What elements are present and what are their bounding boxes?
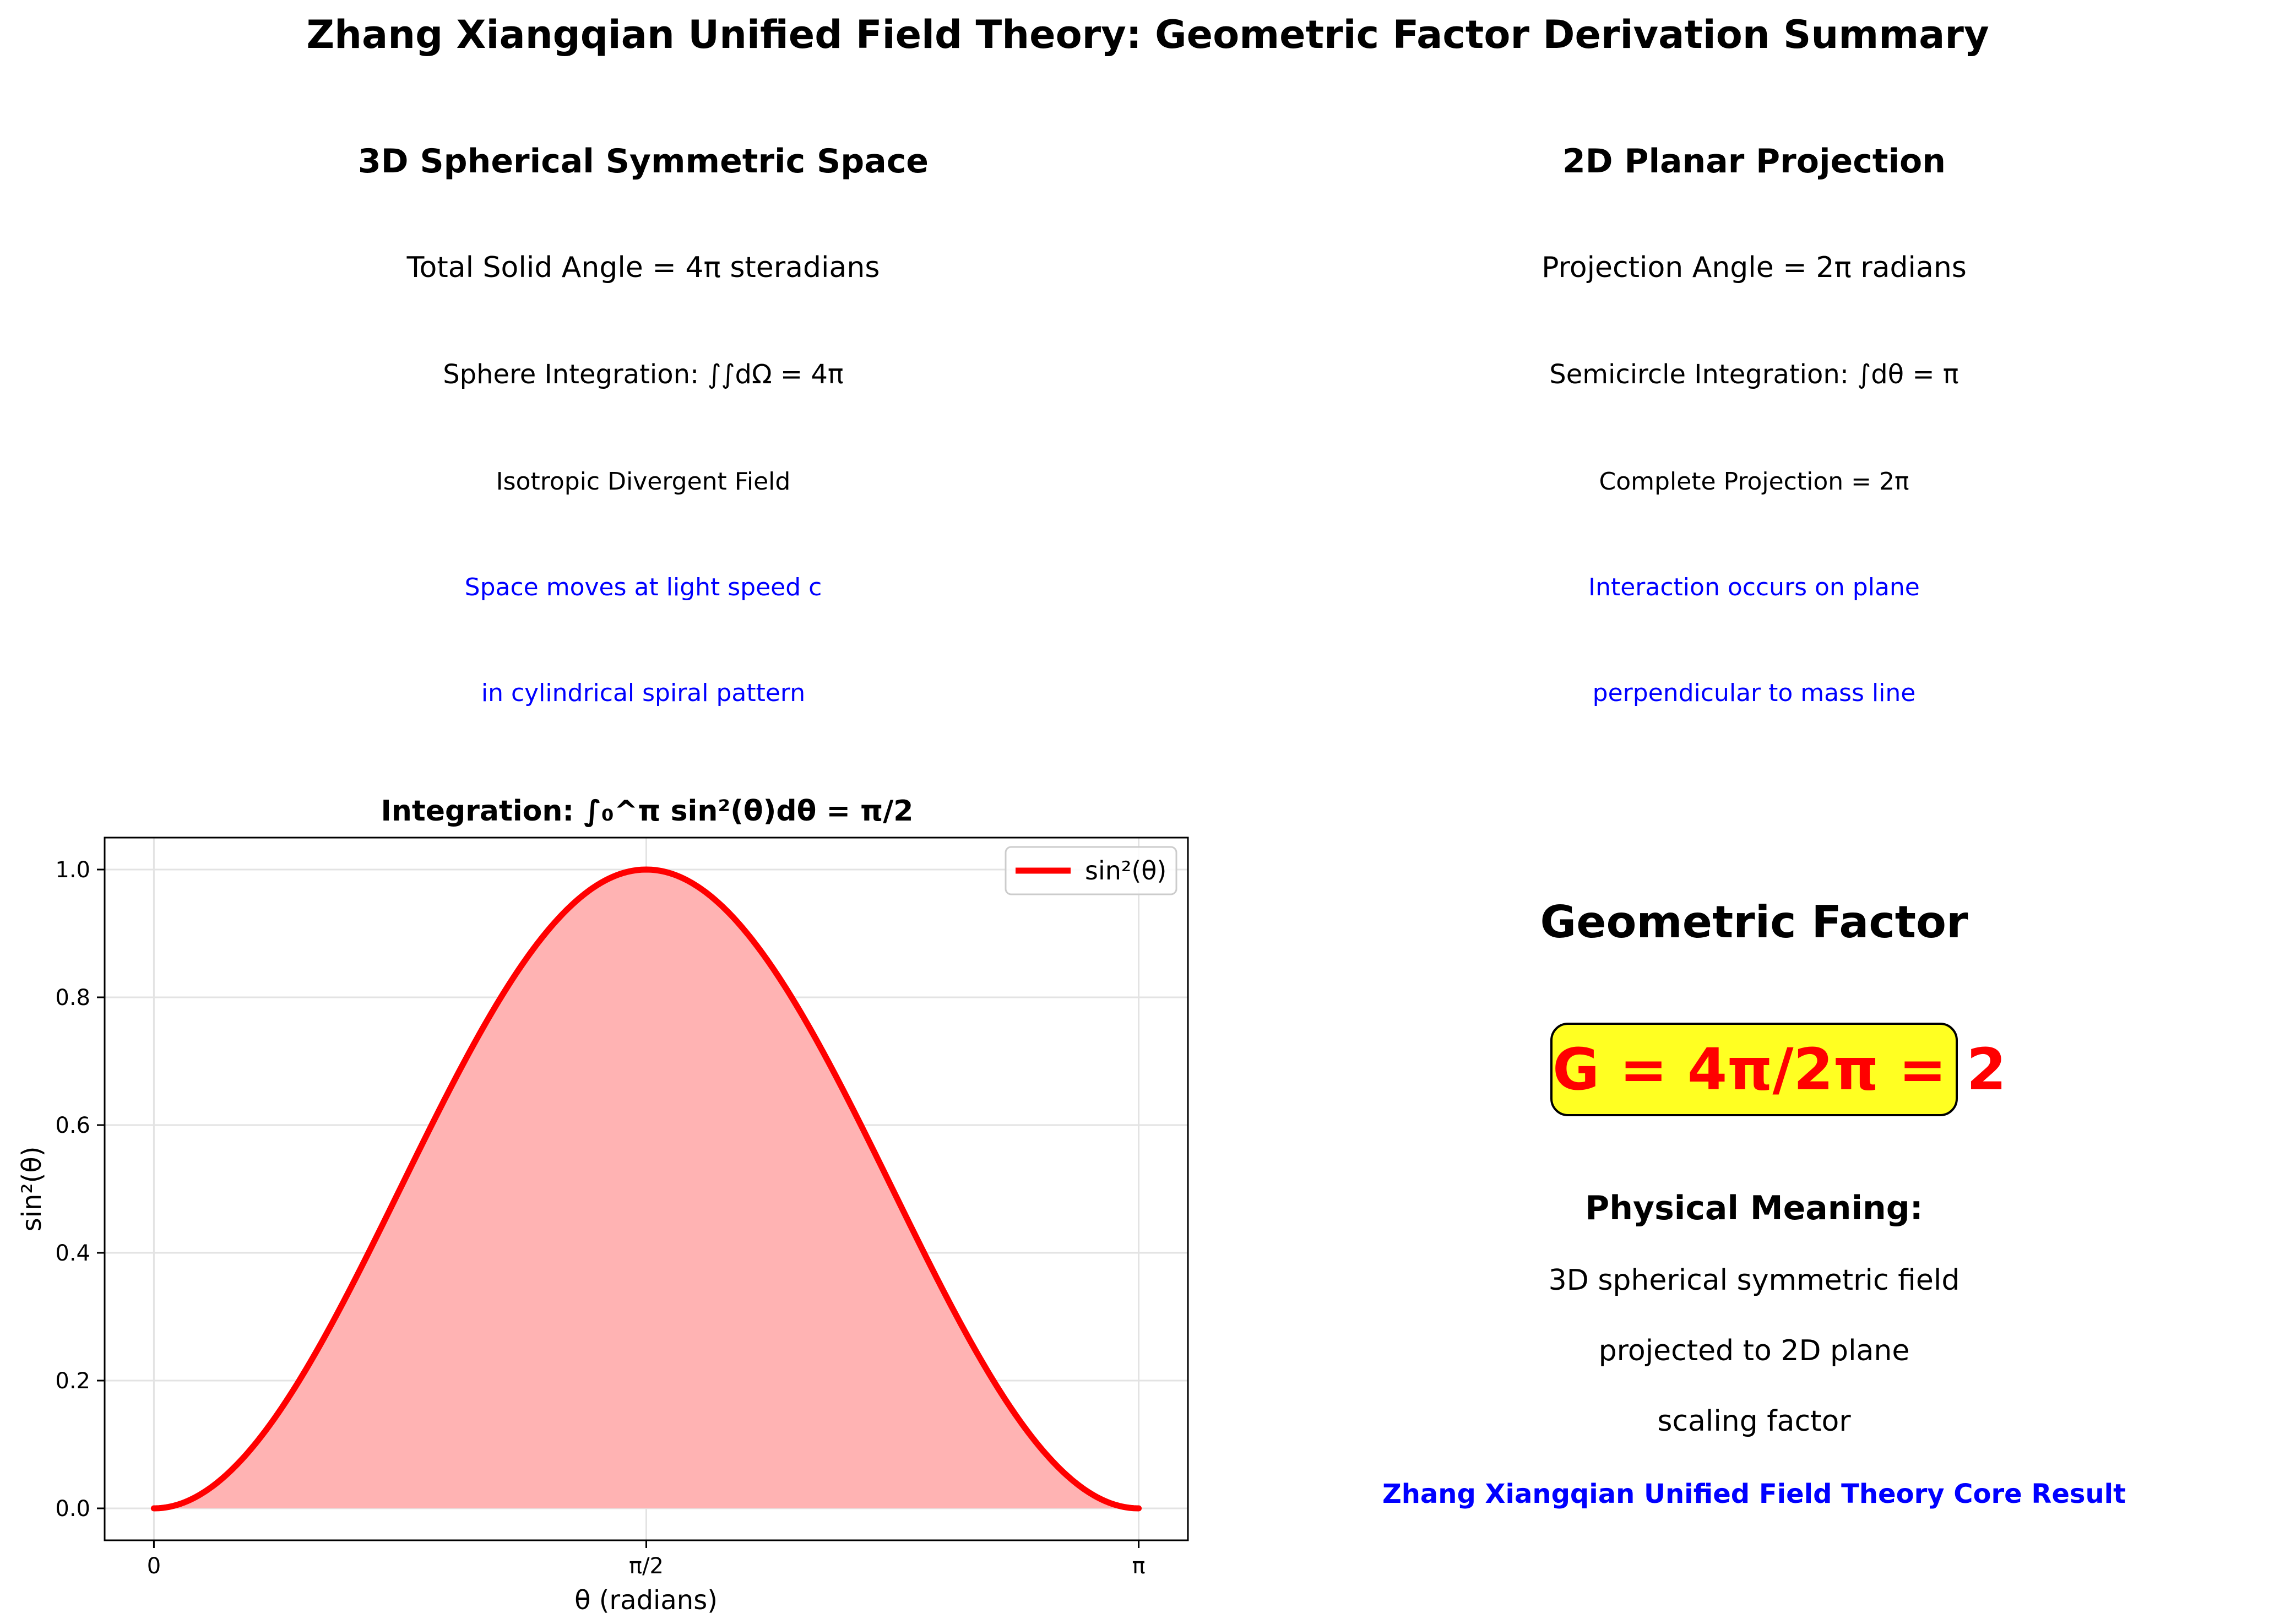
- left-panel-title: 3D Spherical Symmetric Space: [358, 142, 929, 181]
- legend-label: sin²(θ): [1085, 856, 1166, 886]
- right-panel-note-2: perpendicular to mass line: [1592, 679, 1916, 707]
- y-tick-label: 0.2: [55, 1368, 90, 1394]
- chart-ticks: 0 π/2 π 0.0 0.2 0.4 0.6 0.8 1.0: [55, 857, 1145, 1579]
- page-title: Zhang Xiangqian Unified Field Theory: Ge…: [306, 12, 1989, 57]
- right-panel-projection-angle: Projection Angle = 2π radians: [1541, 251, 1967, 284]
- chart-legend: sin²(θ): [1005, 846, 1177, 895]
- y-tick-label: 1.0: [55, 857, 90, 883]
- right-panel-note-1: Interaction occurs on plane: [1588, 573, 1920, 601]
- left-panel-solid-angle: Total Solid Angle = 4π steradians: [406, 251, 880, 284]
- sin-squared-curve: [150, 866, 1142, 1512]
- y-tick-label: 0.8: [55, 985, 90, 1011]
- x-tick-label: π: [1132, 1554, 1146, 1579]
- chart-data-layer: [150, 866, 1142, 1512]
- left-panel-note-1: Space moves at light speed c: [464, 573, 822, 601]
- left-panel-note-2: in cylindrical spiral pattern: [481, 679, 806, 707]
- legend-box: [1005, 846, 1177, 895]
- chart-title: Integration: ∫₀^π sin²(θ)dθ = π/2: [381, 795, 914, 828]
- geometric-factor-formula: G = 4π/2π = 2: [1550, 1023, 2006, 1116]
- core-result-footer: Zhang Xiangqian Unified Field Theory Cor…: [1382, 1479, 2126, 1509]
- right-panel-complete-projection: Complete Projection = 2π: [1599, 468, 1909, 496]
- left-panel-field-type: Isotropic Divergent Field: [496, 468, 791, 496]
- y-tick-label: 0.6: [55, 1113, 90, 1138]
- physical-meaning-line-1: 3D spherical symmetric field: [1548, 1264, 1960, 1297]
- right-panel-title: 2D Planar Projection: [1562, 142, 1946, 181]
- y-axis-label: sin²(θ): [17, 1147, 47, 1232]
- x-tick-label: 0: [147, 1554, 161, 1579]
- physical-meaning-line-2: projected to 2D plane: [1598, 1334, 1910, 1367]
- physical-meaning-heading: Physical Meaning:: [1585, 1189, 1923, 1227]
- right-panel-semicircle-integration: Semicircle Integration: ∫dθ = π: [1549, 359, 1959, 390]
- physical-meaning-line-3: scaling factor: [1657, 1405, 1851, 1438]
- x-axis-label: θ (radians): [574, 1585, 718, 1616]
- y-tick-label: 0.4: [55, 1241, 90, 1266]
- x-tick-label: π/2: [629, 1554, 664, 1579]
- y-tick-label: 0.0: [55, 1496, 90, 1522]
- geometric-factor-heading: Geometric Factor: [1540, 897, 1968, 948]
- area-fill-under-curve: [154, 870, 1139, 1508]
- left-panel-sphere-integration: Sphere Integration: ∫∫dΩ = 4π: [443, 359, 844, 390]
